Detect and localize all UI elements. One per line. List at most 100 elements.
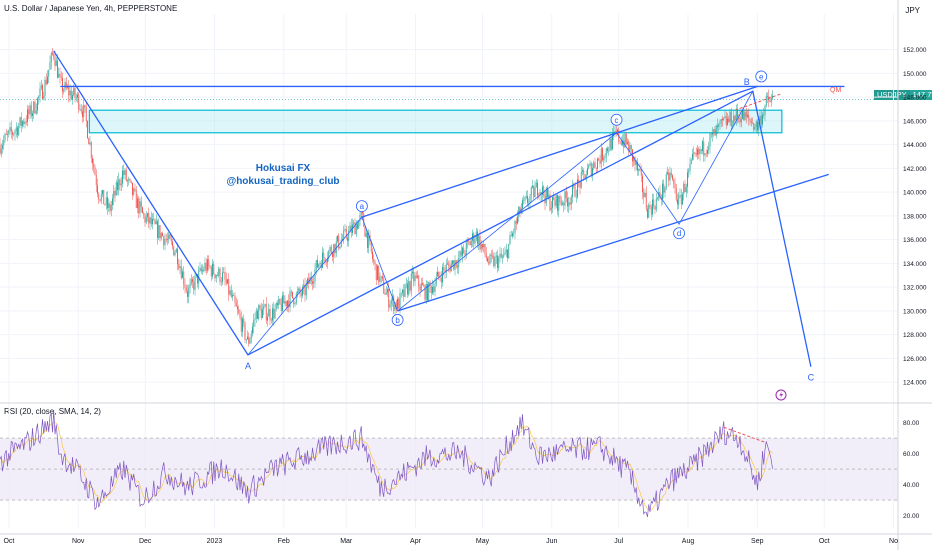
candle-body (19, 117, 21, 126)
candle-body (290, 291, 292, 293)
candle-body (470, 240, 472, 246)
candle-body (767, 95, 768, 97)
candle-body (204, 262, 206, 271)
candle-body (59, 73, 61, 77)
price-tick-label: 124.000 (903, 380, 927, 387)
candle-body (264, 304, 266, 307)
candle-body (412, 271, 413, 274)
candle-body (672, 175, 673, 180)
candle-body (230, 290, 232, 297)
candle-body (398, 298, 400, 309)
candle-body (84, 104, 86, 108)
candle-body (383, 278, 385, 294)
candle-body (344, 228, 346, 231)
candle-body (722, 119, 723, 121)
candle-body (220, 281, 222, 283)
candle-body (68, 86, 70, 96)
candle-body (304, 284, 306, 296)
candle-body (578, 179, 580, 182)
candle-body (485, 254, 487, 258)
annotations: Aa b c d Be C Hokusai FX @hokusai_trading_club Q… (226, 70, 841, 401)
candle-body (43, 96, 45, 99)
candle-body (70, 90, 72, 100)
candle-body (478, 235, 480, 245)
candle-body (209, 266, 211, 268)
candle-body (602, 148, 603, 161)
candle-body (648, 205, 650, 218)
candle-body (742, 110, 743, 119)
candle-body (587, 168, 588, 176)
candle-body (269, 309, 271, 320)
candle-body (515, 221, 517, 224)
lightning-bolt (779, 391, 783, 399)
candle-body (293, 298, 295, 305)
candle-body (288, 300, 290, 308)
price-tick-label: 150.000 (903, 71, 927, 78)
candle-body (183, 271, 185, 285)
candle-body (184, 284, 186, 288)
candle-body (50, 52, 52, 63)
price-tick-label: 128.000 (903, 332, 927, 339)
candle-body (719, 121, 721, 124)
candle-body (763, 114, 765, 116)
candle-body (504, 252, 506, 255)
candle-body (540, 191, 542, 195)
candle-body (262, 309, 263, 318)
candle-body (245, 339, 247, 340)
candle-body (562, 203, 563, 205)
candle-body (73, 88, 75, 96)
candle-body (107, 197, 108, 208)
candle-body (283, 295, 285, 304)
candle-body (168, 234, 170, 240)
candle-body (194, 276, 196, 290)
candle-body (332, 252, 333, 257)
candle-body (389, 304, 391, 308)
candle-body (102, 190, 103, 195)
candle-body (363, 213, 365, 227)
candle-body (140, 201, 142, 208)
wave-label: A (245, 361, 251, 371)
candle-body (78, 94, 80, 110)
time-tick-label: Jul (614, 538, 623, 545)
candle-body (730, 111, 732, 127)
watermark-handle: @hokusai_trading_club (226, 176, 339, 187)
candle-body (519, 206, 521, 214)
candle-body (409, 281, 411, 291)
candle-body (258, 305, 260, 319)
candle-body (399, 293, 401, 309)
candle-body (274, 308, 276, 319)
candle-body (0, 148, 2, 154)
candle-body (717, 125, 718, 128)
candle-body (447, 263, 448, 265)
candle-body (98, 193, 100, 200)
candle-body (355, 223, 357, 235)
candle-body (382, 276, 383, 279)
candle-body (319, 262, 321, 265)
candle-body (65, 82, 67, 88)
candle-body (752, 123, 753, 124)
candle-body (18, 125, 20, 136)
candle-body (619, 140, 621, 142)
candle-body (759, 115, 761, 123)
candle-body (232, 294, 233, 297)
candle-body (749, 118, 751, 121)
candle-body (533, 185, 535, 198)
candle-body (662, 183, 663, 199)
rsi-tick-label: 20.00 (903, 513, 920, 520)
candle-body (665, 174, 667, 188)
candle-body (524, 197, 526, 201)
candle-body (529, 195, 531, 204)
price-tick-label: 134.000 (903, 261, 927, 268)
candle-body (418, 275, 420, 287)
candle-body (613, 132, 615, 134)
candle-body (52, 52, 53, 54)
candle-body (609, 138, 611, 152)
candle-body (458, 257, 460, 268)
wave-label: e (759, 72, 764, 81)
candle-body (647, 208, 648, 218)
candle-body (549, 194, 551, 211)
candle-body (285, 301, 287, 306)
candle-body (397, 298, 398, 309)
candle-body (243, 318, 245, 323)
